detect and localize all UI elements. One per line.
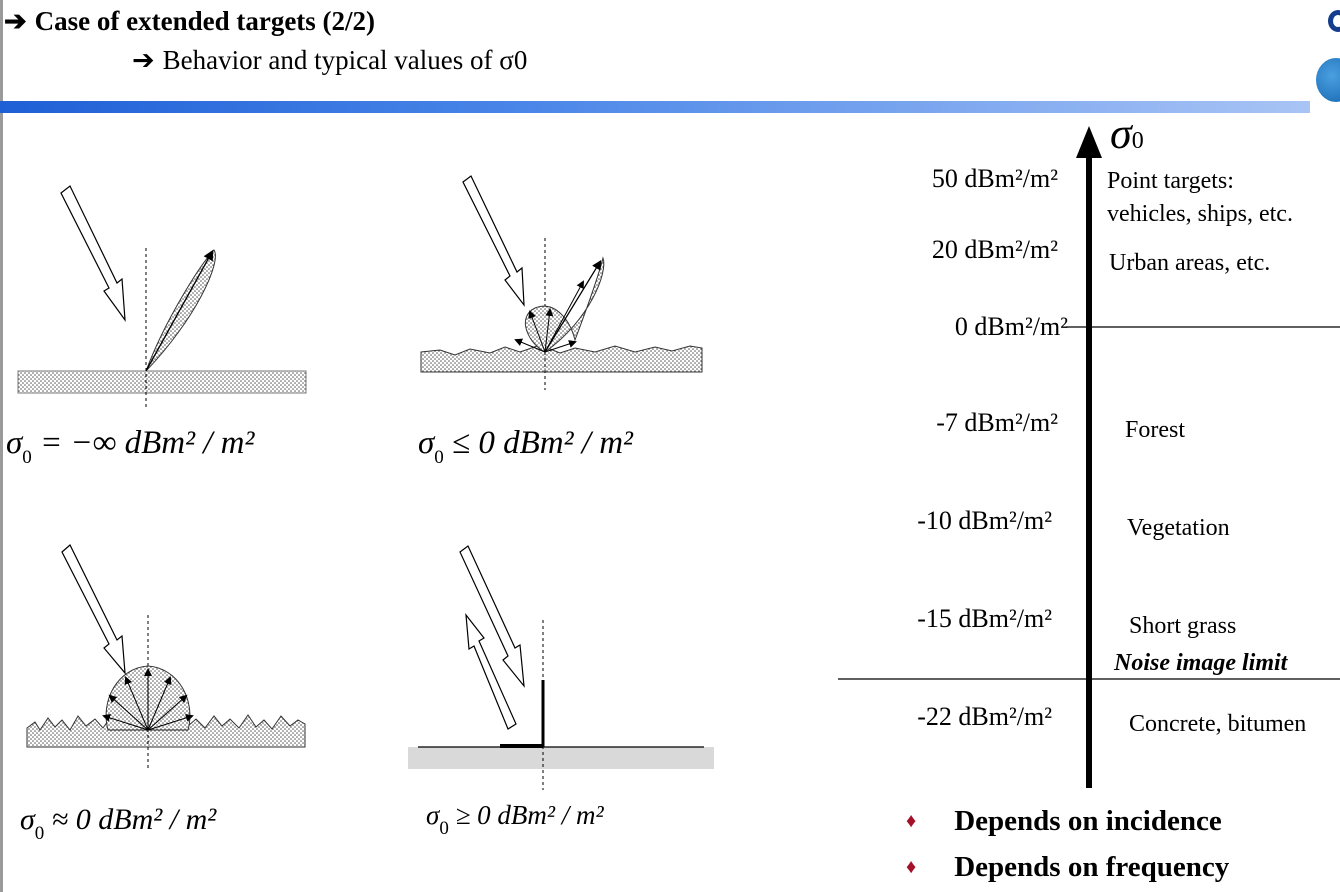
formula-text: ≤ 0 dBm² / m²	[452, 425, 633, 461]
noise-limit-label: Noise image limit	[1114, 650, 1288, 676]
left-border	[0, 0, 3, 892]
sigma-symbol: σ	[6, 425, 23, 461]
diagram-rough	[26, 544, 306, 768]
diamond-bullet-icon: ♦	[906, 810, 917, 832]
backscatter-diagrams	[17, 175, 714, 790]
formula-text: ≥ 0 dBm² / m²	[455, 800, 604, 830]
formula-text: ≈ 0 dBm² / m²	[51, 803, 217, 836]
scale-value: 50 dBm²/m²	[931, 164, 1058, 193]
arrow-right-icon: ➔	[132, 45, 155, 75]
scale-value: -22 dBm²/m²	[917, 702, 1052, 731]
category-vegetation: Vegetation	[1127, 515, 1230, 541]
arrow-right-icon: ➔	[4, 6, 27, 36]
header-accent-bar	[0, 101, 1310, 113]
diamond-bullet-icon: ♦	[906, 856, 917, 878]
formula-dihedral: σ0 ≥ 0 dBm² / m²	[426, 800, 604, 840]
diagram-slightly-rough	[420, 175, 703, 390]
axis-label: σ0	[1110, 108, 1144, 159]
bullet-text: Depends on frequency	[954, 851, 1230, 883]
axis-sigma: σ	[1110, 109, 1132, 158]
category-forest: Forest	[1125, 417, 1185, 443]
sigma-subscript: 0	[22, 447, 32, 468]
sigma-scale-axis	[838, 126, 1340, 788]
logo-ring-icon	[1328, 10, 1340, 32]
scale-value: 0 dBm²/m²	[954, 312, 1068, 341]
sigma-subscript: 0	[434, 447, 444, 468]
subtitle-text: Behavior and typical values of σ0	[162, 45, 528, 75]
category-urban: Urban areas, etc.	[1109, 250, 1271, 276]
diagram-specular	[17, 185, 307, 408]
logo-globe-icon	[1316, 58, 1340, 102]
diagram-dihedral	[408, 545, 714, 790]
bullet-incidence: ♦ Depends on incidence	[906, 805, 1222, 838]
sigma-symbol: σ	[418, 425, 435, 461]
formula-slightly-rough: σ0 ≤ 0 dBm² / m²	[418, 425, 633, 469]
formula-text: = −∞ dBm² / m²	[40, 425, 255, 461]
bullet-text: Depends on incidence	[954, 805, 1222, 837]
slide-title: ➔ Case of extended targets (2/2)	[4, 6, 375, 37]
axis-subscript: 0	[1131, 128, 1144, 154]
title-text: Case of extended targets (2/2)	[34, 6, 376, 36]
sigma-symbol: σ	[20, 803, 35, 836]
slide-subtitle: ➔ Behavior and typical values of σ0	[132, 45, 527, 76]
category-concrete: Concrete, bitumen	[1129, 711, 1307, 737]
sigma-subscript: 0	[439, 818, 449, 839]
scale-value: -10 dBm²/m²	[917, 506, 1052, 535]
sigma-symbol: σ	[426, 800, 440, 830]
category-short-grass: Short grass	[1129, 613, 1237, 639]
sigma-subscript: 0	[34, 823, 45, 844]
scale-value: 20 dBm²/m²	[931, 235, 1058, 264]
category-point-targets: Point targets: vehicles, ships, etc.	[1107, 168, 1293, 227]
bullet-frequency: ♦ Depends on frequency	[906, 851, 1229, 884]
formula-rough: σ0 ≈ 0 dBm² / m²	[20, 803, 216, 845]
formula-specular: σ0 = −∞ dBm² / m²	[6, 425, 254, 469]
scale-value: -15 dBm²/m²	[917, 604, 1052, 633]
scale-value: -7 dBm²/m²	[936, 408, 1058, 437]
